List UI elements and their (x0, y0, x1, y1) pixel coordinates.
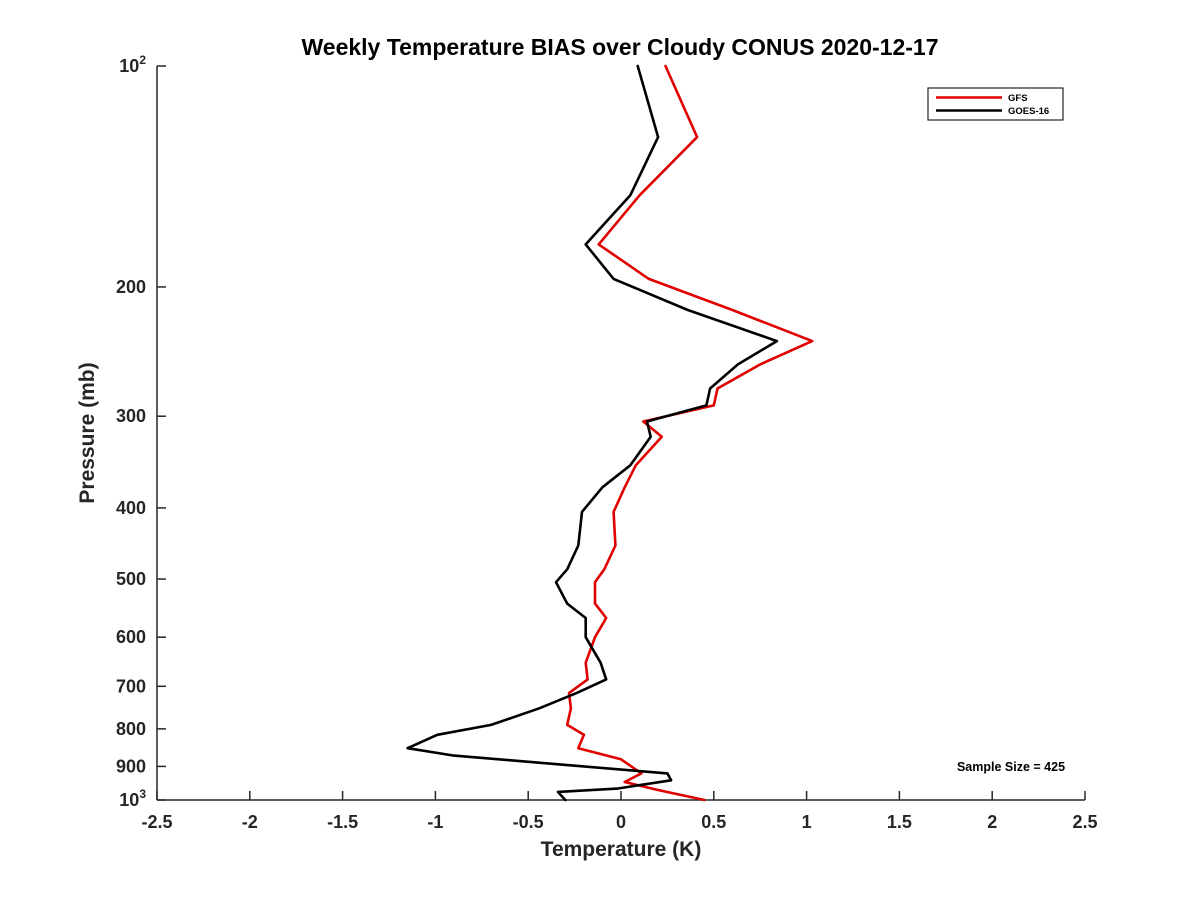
x-tick-label: 1.5 (887, 812, 912, 832)
y-tick-exponent: 3 (139, 787, 146, 801)
y-tick-label: 500 (116, 569, 146, 589)
x-tick-label: -2.5 (141, 812, 172, 832)
y-tick-label: 700 (116, 676, 146, 696)
x-tick-label: 0 (616, 812, 626, 832)
y-axis-label: Pressure (mb) (76, 362, 99, 503)
chart-title: Weekly Temperature BIAS over Cloudy CONU… (302, 34, 939, 60)
y-tick-label: 300 (116, 406, 146, 426)
x-ticks: -2.5 -2 -1.5 -1 -0.5 0 0.5 1 1.5 2 2.5 (141, 791, 1098, 832)
legend-label-goes16: GOES-16 (1008, 106, 1049, 117)
axes (156, 66, 1085, 801)
y-tick-label: 400 (116, 498, 146, 518)
y-tick-label: 600 (116, 627, 146, 647)
x-tick-label: -2 (242, 812, 258, 832)
y-tick-label: 200 (116, 277, 146, 297)
x-tick-label: -1 (427, 812, 443, 832)
x-tick-label: 2.5 (1072, 812, 1097, 832)
y-tick-label: 800 (116, 719, 146, 739)
series-line-gfs (565, 64, 814, 802)
sample-size-annotation: Sample Size = 425 (957, 760, 1065, 774)
y-tick-exponent: 2 (139, 53, 146, 67)
series-line-goes16 (406, 64, 779, 802)
x-tick-label: -1.5 (327, 812, 358, 832)
x-tick-label: 2 (987, 812, 997, 832)
legend-box (927, 87, 1064, 121)
series-layer (406, 64, 814, 802)
y-tick-base: 10 (119, 790, 139, 810)
x-tick-label: 0.5 (701, 812, 726, 832)
y-tick-label: 900 (116, 756, 146, 776)
x-tick-label: -0.5 (513, 812, 544, 832)
legend: GFS GOES-16 (927, 87, 1064, 121)
x-axis-label: Temperature (K) (541, 838, 702, 861)
y-tick-label: 103 (119, 787, 146, 810)
y-tick-base: 10 (119, 56, 139, 76)
y-tick-label: 102 (119, 53, 146, 76)
x-tick-label: 1 (802, 812, 812, 832)
legend-label-gfs: GFS (1008, 93, 1028, 104)
